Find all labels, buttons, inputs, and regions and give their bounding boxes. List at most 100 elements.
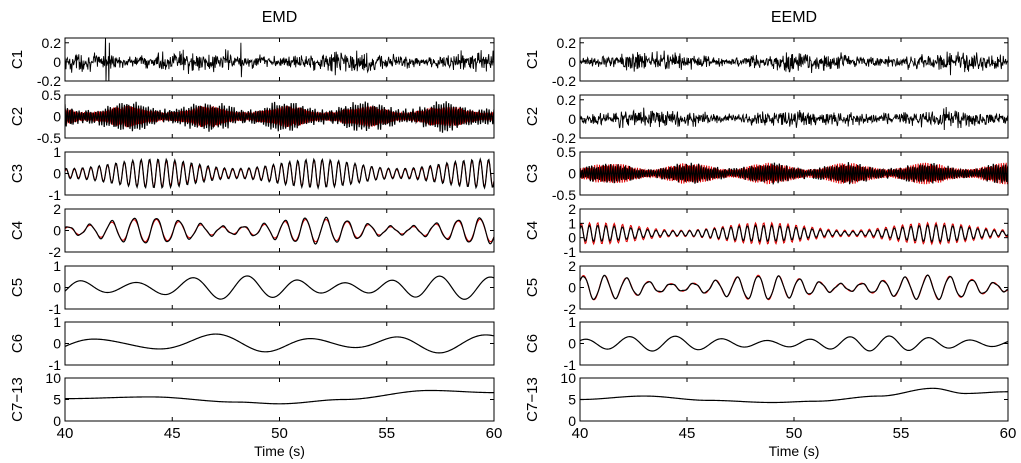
y-tick-label: 0 [53, 336, 61, 352]
y-axis-label: C5 [524, 278, 541, 297]
y-axis-label: C6 [9, 334, 26, 353]
y-tick-label: 0 [568, 230, 576, 246]
y-tick-label: 1 [53, 144, 61, 160]
y-tick-label: 5 [53, 392, 61, 408]
imf-series-line [65, 333, 494, 354]
y-tick-label: 1 [53, 258, 61, 274]
axes-frame [579, 208, 1009, 253]
y-tick-label: 0 [53, 413, 61, 429]
imf-series-line [580, 106, 1008, 131]
imf-series-line [580, 223, 1008, 244]
imf-row-6: 1 0 -1 C6 [9, 314, 495, 373]
emd-panel: EMD0.20-0.2C10.50-0.5C210-1C320-2C410-1C… [9, 9, 502, 459]
y-axis-label: C6 [524, 334, 541, 353]
y-tick-label: 0 [53, 280, 61, 296]
y-tick-label: -1 [49, 187, 62, 203]
y-tick-label: -0.5 [37, 130, 61, 146]
y-tick-label: -0.2 [552, 130, 576, 146]
imf-row-7: 10 5 0 C7−13 [524, 370, 1009, 429]
chart-title: EMD [262, 9, 298, 26]
imf-row-4: 210-1 C4 [524, 201, 1009, 260]
x-axis-label: Time (s) [769, 443, 820, 459]
chart-title: EEMD [771, 9, 817, 26]
y-tick-label: 0.5 [557, 144, 577, 160]
imf-row-6: 1 0 -1 C6 [524, 314, 1009, 373]
axes-frame [579, 321, 1009, 366]
x-tick-label: 40 [57, 425, 74, 442]
imf-series-line [580, 50, 1008, 76]
y-tick-label: 2 [53, 201, 61, 217]
y-axis-label: C3 [9, 164, 26, 183]
imf-row-2: 0.2 0 -0.2 C2 [524, 92, 1009, 146]
y-tick-label: -1 [49, 357, 62, 373]
imf-row-3: 1 0 -1 C3 [9, 144, 495, 203]
y-tick-label: -1 [564, 357, 577, 373]
imf-series-line [65, 275, 494, 300]
imf-row-7: 10 5 0 C7−13 [9, 370, 495, 429]
imf-series-line [65, 38, 494, 81]
imf-row-1: 0.2 0 -0.2 C1 [524, 35, 1009, 89]
imf-series-line [65, 101, 494, 133]
x-tick-label: 60 [486, 425, 503, 442]
imf-row-5: 1 0 -1 C5 [9, 258, 495, 317]
x-tick-label: 50 [786, 425, 803, 442]
imf-series-line [65, 389, 494, 405]
y-tick-label: 0 [568, 280, 576, 296]
imf-series-line [580, 387, 1008, 404]
y-tick-label: 0 [53, 223, 61, 239]
y-tick-label: 0 [568, 166, 576, 182]
y-tick-label: 0.2 [557, 92, 577, 108]
imf-series-line [580, 335, 1008, 352]
x-tick-label: 50 [271, 425, 288, 442]
imf-series-line [580, 274, 1008, 301]
y-tick-label: -0.5 [552, 187, 576, 203]
y-tick-label: -2 [49, 244, 62, 260]
y-tick-label: 2 [568, 201, 576, 217]
axes-frame [64, 265, 495, 310]
y-axis-label: C7−13 [9, 377, 26, 422]
y-tick-label: 10 [45, 370, 61, 386]
y-tick-label: 0.5 [42, 87, 62, 103]
imf-row-2: 0.5 0 -0.5 C2 [9, 87, 495, 146]
y-tick-label: 0 [53, 54, 61, 70]
eemd-panel: EEMD0.20-0.2C10.20-0.2C20.50-0.5C3210-1C… [524, 9, 1016, 459]
y-axis-label: C7−13 [524, 377, 541, 422]
x-tick-label: 45 [164, 425, 181, 442]
imf-row-3: 0.5 0 -0.5 C3 [524, 144, 1009, 203]
y-tick-label: 2 [568, 258, 576, 274]
y-tick-label: 10 [560, 370, 576, 386]
y-tick-label: -1 [564, 244, 577, 260]
axes-frame [579, 377, 1009, 422]
imf-series-line [65, 157, 494, 190]
y-tick-label: -0.2 [37, 73, 61, 89]
x-axis-label: Time (s) [254, 443, 305, 459]
y-tick-label: 0.2 [42, 35, 62, 51]
axes-frame [64, 321, 495, 366]
imf-row-5: 2 0 -2 C5 [524, 258, 1009, 317]
y-axis-label: C2 [524, 107, 541, 126]
y-tick-label: 0 [568, 54, 576, 70]
y-tick-label: 1 [568, 314, 576, 330]
y-tick-label: 0 [53, 109, 61, 125]
imf-row-4: 2 0 -2 C4 [9, 201, 495, 260]
x-tick-label: 60 [1000, 425, 1017, 442]
x-tick-label: 55 [893, 425, 910, 442]
y-axis-label: C1 [9, 50, 26, 69]
x-tick-label: 40 [572, 425, 589, 442]
y-axis-label: C3 [524, 164, 541, 183]
imf-series-line [65, 216, 494, 245]
y-tick-label: -0.2 [552, 73, 576, 89]
x-tick-label: 45 [679, 425, 696, 442]
y-axis-label: C4 [9, 221, 26, 240]
y-axis-label: C2 [9, 107, 26, 126]
y-tick-label: 0.2 [557, 35, 577, 51]
y-tick-label: 5 [568, 392, 576, 408]
y-tick-label: -1 [49, 301, 62, 317]
y-tick-label: 1 [568, 215, 576, 231]
y-axis-label: C1 [524, 50, 541, 69]
axes-frame [64, 377, 495, 422]
y-tick-label: 0 [568, 336, 576, 352]
y-tick-label: 0 [53, 166, 61, 182]
imf-series-line [580, 162, 1008, 185]
